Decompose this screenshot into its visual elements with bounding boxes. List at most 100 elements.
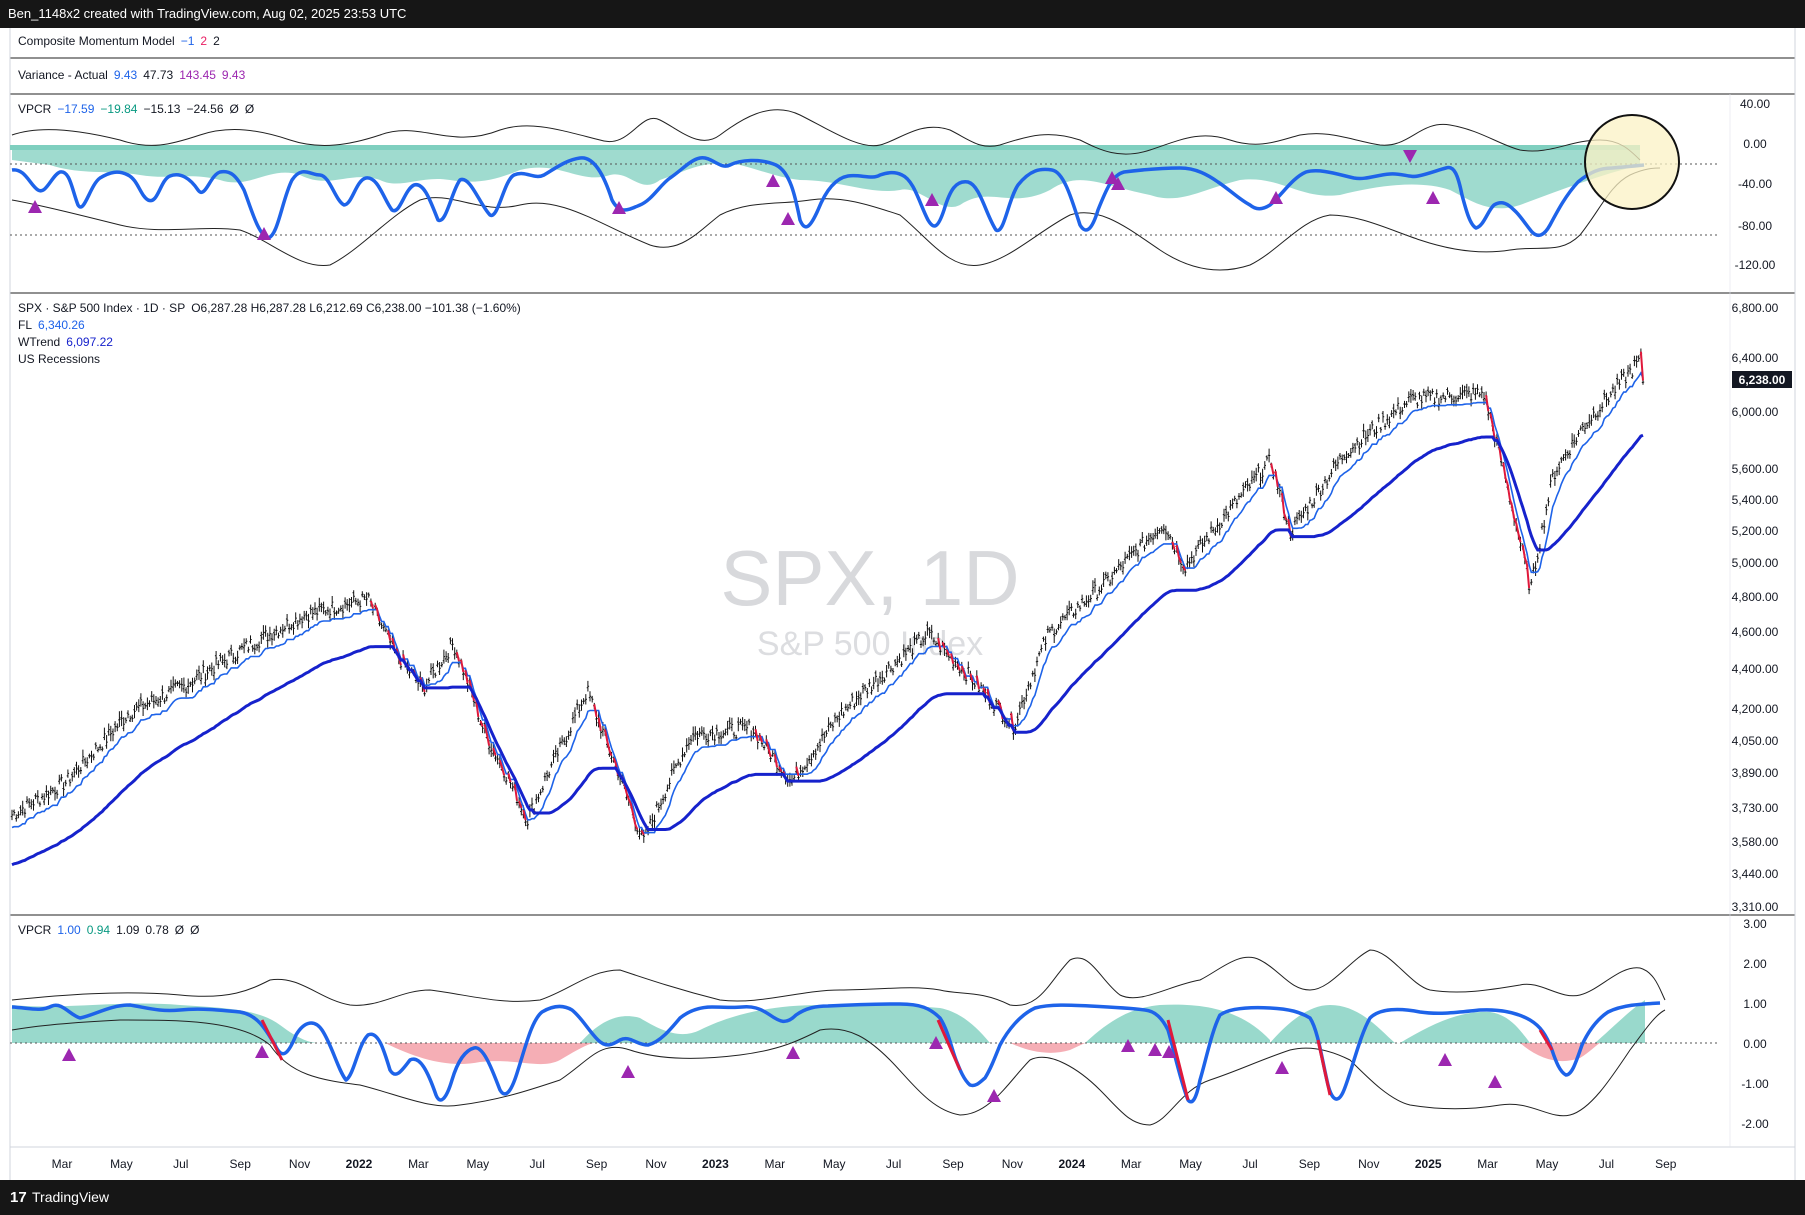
price-y-tick-12: 3,890.00 bbox=[1732, 766, 1779, 780]
price-y-tick-10: 4,200.00 bbox=[1732, 702, 1779, 716]
spx-legend[interactable]: SPX · S&P 500 Index · 1D · SP O6,287.28 H… bbox=[18, 301, 527, 315]
tradingview-logo-icon[interactable]: 17 bbox=[10, 1189, 27, 1206]
top-marker-6 bbox=[1105, 171, 1119, 184]
vpcr-bottom-teal-fill-5 bbox=[1400, 1011, 1530, 1043]
price-y-tick-16: 3,310.00 bbox=[1732, 900, 1779, 914]
price-y-tick-4: 5,400.00 bbox=[1732, 493, 1779, 507]
vpcr-top-y-tick-2: -40.00 bbox=[1738, 177, 1772, 191]
price-y-tick-9: 4,400.00 bbox=[1732, 662, 1779, 676]
composite-v3: 2 bbox=[213, 34, 220, 48]
bottom-marker-3 bbox=[786, 1046, 800, 1059]
top-marker-8 bbox=[1269, 191, 1283, 204]
tradingview-brand[interactable]: TradingView bbox=[32, 1189, 110, 1205]
x-tick-1: May bbox=[110, 1157, 133, 1171]
vpcr-bottom-teal-fill-2 bbox=[580, 1003, 990, 1043]
bottom-marker-5 bbox=[987, 1089, 1001, 1102]
vpcr-bottom-v2: 0.94 bbox=[86, 923, 111, 937]
vpcr-bottom-red-fill-3 bbox=[1520, 1043, 1600, 1062]
recessions-legend[interactable]: US Recessions bbox=[18, 352, 106, 366]
bottom-marker-4 bbox=[929, 1036, 943, 1049]
x-tick-11: 2023 bbox=[702, 1157, 729, 1171]
x-tick-23: 2025 bbox=[1415, 1157, 1442, 1171]
x-tick-26: Jul bbox=[1599, 1157, 1614, 1171]
price-y-axis: 6,800.00 6,400.00 6,000.00 5,600.00 5,400.00… bbox=[1732, 301, 1779, 914]
vpcr-top-v5: Ø bbox=[229, 102, 239, 116]
x-tick-14: Jul bbox=[886, 1157, 901, 1171]
variance-name: Variance - Actual bbox=[18, 68, 108, 82]
top-marker-7 bbox=[1111, 177, 1125, 190]
vpcr-bottom-panel[interactable]: 3.00 2.00 1.00 0.00 -1.00 -2.00 bbox=[10, 917, 1769, 1131]
price-y-tick-5: 5,200.00 bbox=[1732, 524, 1779, 538]
fl-value: 6,340.26 bbox=[38, 318, 85, 332]
highlight-circle[interactable] bbox=[1584, 114, 1680, 210]
vpcr-bottom-v4: 0.78 bbox=[145, 923, 169, 937]
variance-v1: 9.43 bbox=[113, 68, 138, 82]
vpcr-bottom-teal-fill-3 bbox=[1085, 1004, 1270, 1043]
price-y-tick-13: 3,730.00 bbox=[1732, 801, 1779, 815]
x-tick-22: Nov bbox=[1358, 1157, 1379, 1171]
vpcr-bottom-y-tick-3: 0.00 bbox=[1743, 1037, 1767, 1051]
composite-legend[interactable]: Composite Momentum Model −1 2 2 bbox=[18, 34, 226, 48]
recessions-label: US Recessions bbox=[18, 352, 101, 366]
vpcr-top-upper-band bbox=[11, 109, 1641, 161]
chart-credit: Ben_1148x2 created with TradingView.com,… bbox=[8, 6, 407, 21]
x-tick-8: Jul bbox=[530, 1157, 545, 1171]
x-tick-10: Nov bbox=[645, 1157, 666, 1171]
price-y-tick-11: 4,050.00 bbox=[1732, 734, 1779, 748]
vpcr-bottom-lower-band bbox=[11, 1009, 1666, 1126]
x-tick-4: Nov bbox=[289, 1157, 310, 1171]
wtrend-line bbox=[11, 433, 1644, 867]
x-axis: Mar May Jul Sep Nov 2022 Mar May Jul Sep Nov 2023 Ma… bbox=[52, 1157, 1677, 1171]
vpcr-top-name: VPCR bbox=[18, 102, 52, 116]
composite-v1: −1 bbox=[180, 34, 195, 48]
x-tick-9: Sep bbox=[586, 1157, 608, 1171]
spx-title: SPX · S&P 500 Index · 1D · SP bbox=[18, 301, 186, 315]
price-y-tick-0: 6,800.00 bbox=[1732, 301, 1779, 315]
price-y-tick-1: 6,400.00 bbox=[1732, 351, 1779, 365]
variance-legend[interactable]: Variance - Actual 9.43 47.73 143.45 9.43 bbox=[18, 68, 251, 82]
vpcr-top-panel[interactable]: 40.00 0.00 -40.00 -80.00 -120.00 bbox=[10, 97, 1776, 272]
top-marker-2 bbox=[612, 201, 626, 214]
bottom-marker-10 bbox=[1438, 1053, 1452, 1066]
watermark-sub: S&P 500 Index bbox=[757, 625, 983, 663]
composite-name: Composite Momentum Model bbox=[18, 34, 175, 48]
x-tick-25: May bbox=[1536, 1157, 1559, 1171]
vpcr-bottom-v5: Ø bbox=[174, 923, 185, 937]
wtrend-label: WTrend bbox=[18, 335, 61, 349]
x-tick-5: 2022 bbox=[346, 1157, 373, 1171]
spx-price-panel[interactable]: SPX, 1D S&P 500 Index 6,800.006,400.006,… bbox=[10, 301, 1792, 914]
x-tick-18: Mar bbox=[1121, 1157, 1142, 1171]
vpcr-bottom-y-tick-4: -1.00 bbox=[1741, 1077, 1769, 1091]
top-marker-3 bbox=[766, 174, 780, 187]
x-tick-19: May bbox=[1179, 1157, 1202, 1171]
last-price-label: 6,238.00 bbox=[1739, 373, 1786, 387]
top-bar: Ben_1148x2 created with TradingView.com,… bbox=[0, 0, 1805, 28]
fl-legend[interactable]: FL 6,340.26 bbox=[18, 318, 91, 332]
price-y-tick-15: 3,440.00 bbox=[1732, 867, 1779, 881]
x-tick-12: Mar bbox=[764, 1157, 785, 1171]
vpcr-bottom-y-tick-0: 3.00 bbox=[1743, 917, 1767, 931]
vpcr-top-v4: −24.56 bbox=[186, 102, 224, 116]
top-marker-4 bbox=[781, 212, 795, 225]
vpcr-top-y-tick-3: -80.00 bbox=[1738, 219, 1772, 233]
bottom-bar: 17 TradingView bbox=[0, 1180, 1805, 1215]
vpcr-top-band-fill bbox=[12, 145, 1640, 209]
price-y-tick-3: 5,600.00 bbox=[1732, 462, 1779, 476]
top-marker-9 bbox=[1426, 191, 1440, 204]
vpcr-bottom-y-tick-5: -2.00 bbox=[1741, 1117, 1769, 1131]
vpcr-bottom-legend[interactable]: VPCR 1.00 0.94 1.09 0.78 Ø Ø bbox=[18, 923, 205, 937]
x-tick-0: Mar bbox=[52, 1157, 73, 1171]
top-marker-0 bbox=[28, 200, 42, 213]
vpcr-bottom-teal-fill-6 bbox=[1595, 1000, 1645, 1043]
price-y-tick-6: 5,000.00 bbox=[1732, 556, 1779, 570]
bottom-marker-0 bbox=[62, 1048, 76, 1061]
x-tick-6: Mar bbox=[408, 1157, 429, 1171]
spx-ohlc: O6,287.28 H6,287.28 L6,212.69 C6,238.00 … bbox=[191, 301, 521, 315]
vpcr-bottom-y-tick-1: 2.00 bbox=[1743, 957, 1767, 971]
vpcr-top-legend[interactable]: VPCR −17.59 −19.84 −15.13 −24.56 Ø Ø bbox=[18, 102, 260, 116]
x-tick-20: Jul bbox=[1242, 1157, 1257, 1171]
price-y-tick-7: 4,800.00 bbox=[1732, 590, 1779, 604]
wtrend-legend[interactable]: WTrend 6,097.22 bbox=[18, 335, 119, 349]
variance-v2: 47.73 bbox=[143, 68, 174, 82]
